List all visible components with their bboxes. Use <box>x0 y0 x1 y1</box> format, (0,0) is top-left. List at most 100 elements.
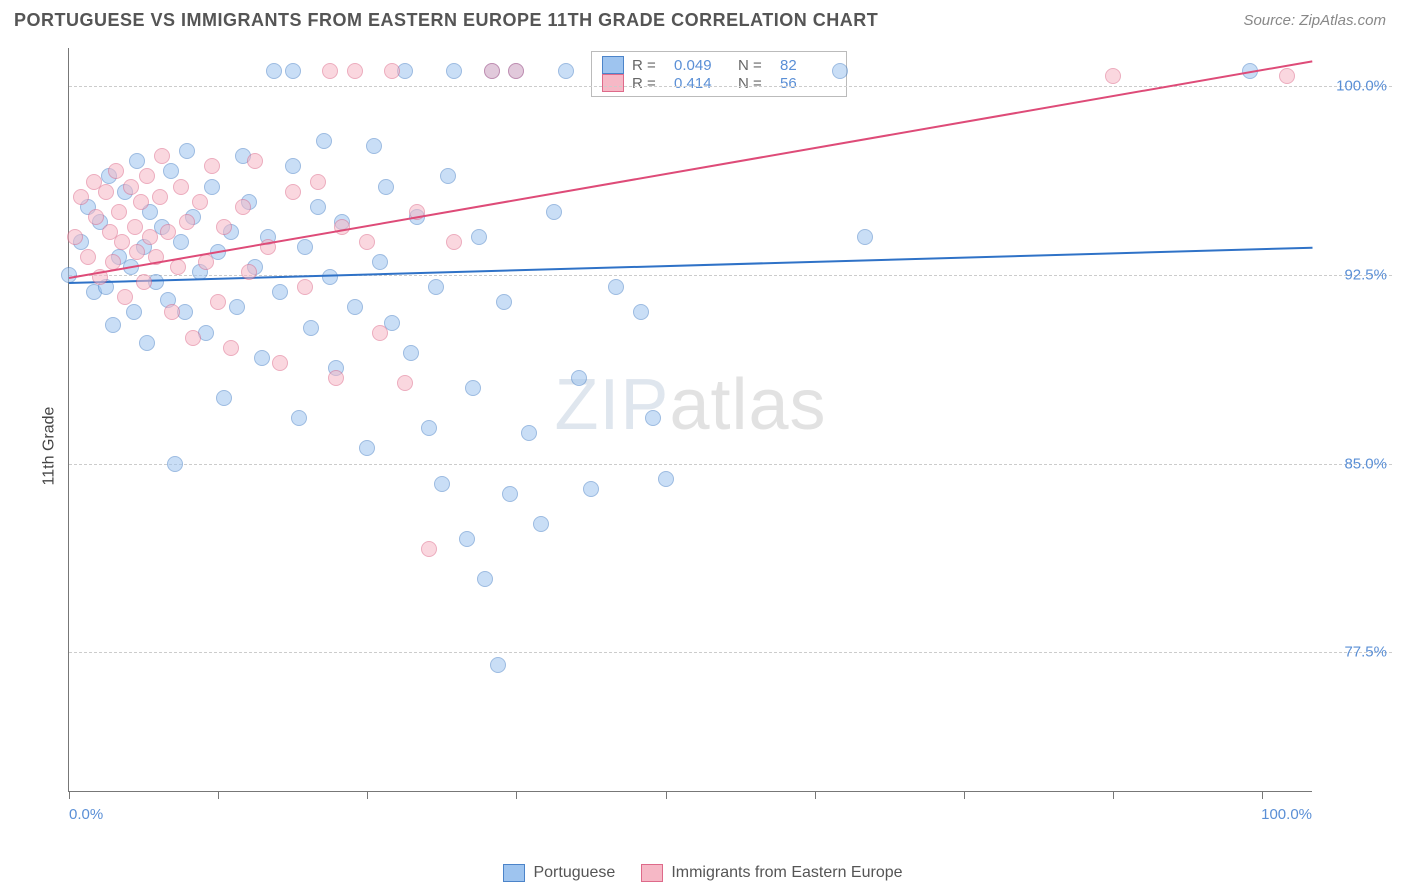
data-point <box>80 249 96 265</box>
data-point <box>434 476 450 492</box>
data-point <box>285 158 301 174</box>
data-point <box>832 63 848 79</box>
source-attribution: Source: ZipAtlas.com <box>1243 12 1386 29</box>
data-point <box>521 425 537 441</box>
data-point <box>502 486 518 502</box>
data-point <box>378 179 394 195</box>
data-point <box>471 229 487 245</box>
legend-swatch <box>602 56 624 74</box>
data-point <box>359 234 375 250</box>
data-point <box>403 345 419 361</box>
data-point <box>658 471 674 487</box>
data-point <box>185 330 201 346</box>
data-point <box>421 420 437 436</box>
data-point <box>105 317 121 333</box>
x-tick <box>218 791 219 799</box>
data-point <box>111 204 127 220</box>
data-point <box>1279 68 1295 84</box>
gridline <box>69 86 1392 87</box>
stat-label: R = <box>632 75 666 92</box>
data-point <box>61 267 77 283</box>
data-point <box>384 63 400 79</box>
data-point <box>117 289 133 305</box>
data-point <box>857 229 873 245</box>
data-point <box>179 214 195 230</box>
data-point <box>160 224 176 240</box>
x-tick <box>69 791 70 799</box>
data-point <box>170 259 186 275</box>
data-point <box>465 380 481 396</box>
legend-stat-row: R =0.414N =56 <box>602 74 836 92</box>
data-point <box>216 390 232 406</box>
data-point <box>359 440 375 456</box>
data-point <box>334 219 350 235</box>
data-point <box>446 234 462 250</box>
legend-series: PortugueseImmigrants from Eastern Europe <box>0 864 1406 882</box>
x-tick <box>516 791 517 799</box>
data-point <box>533 516 549 532</box>
data-point <box>254 350 270 366</box>
data-point <box>114 234 130 250</box>
plot-region: ZIPatlas R =0.049N =82R =0.414N =56 100.… <box>68 48 1312 792</box>
data-point <box>192 194 208 210</box>
data-point <box>179 143 195 159</box>
data-point <box>173 179 189 195</box>
legend-swatch <box>503 864 525 882</box>
legend-swatch <box>602 74 624 92</box>
data-point <box>266 63 282 79</box>
data-point <box>127 219 143 235</box>
data-point <box>139 168 155 184</box>
chart-title: PORTUGUESE VS IMMIGRANTS FROM EASTERN EU… <box>14 10 878 31</box>
data-point <box>223 340 239 356</box>
data-point <box>142 229 158 245</box>
data-point <box>272 355 288 371</box>
data-point <box>133 194 149 210</box>
legend-stats: R =0.049N =82R =0.414N =56 <box>591 51 847 97</box>
data-point <box>297 279 313 295</box>
data-point <box>558 63 574 79</box>
x-axis-label: 0.0% <box>69 806 103 823</box>
data-point <box>204 158 220 174</box>
data-point <box>583 481 599 497</box>
data-point <box>67 229 83 245</box>
gridline <box>69 464 1392 465</box>
data-point <box>126 304 142 320</box>
data-point <box>272 284 288 300</box>
data-point <box>139 335 155 351</box>
n-value: 56 <box>780 75 836 92</box>
data-point <box>440 168 456 184</box>
data-point <box>322 269 338 285</box>
watermark-thin: atlas <box>669 365 826 445</box>
data-point <box>328 370 344 386</box>
x-axis-label: 100.0% <box>1261 806 1312 823</box>
data-point <box>167 456 183 472</box>
stat-label: N = <box>738 57 772 74</box>
data-point <box>164 304 180 320</box>
y-tick-label: 100.0% <box>1336 77 1387 94</box>
y-tick-label: 77.5% <box>1344 644 1387 661</box>
data-point <box>123 179 139 195</box>
data-point <box>129 244 145 260</box>
y-tick-label: 85.0% <box>1344 455 1387 472</box>
data-point <box>645 410 661 426</box>
data-point <box>285 63 301 79</box>
legend-swatch <box>641 864 663 882</box>
data-point <box>608 279 624 295</box>
watermark: ZIPatlas <box>554 364 826 446</box>
header: PORTUGUESE VS IMMIGRANTS FROM EASTERN EU… <box>0 0 1406 39</box>
data-point <box>372 254 388 270</box>
x-tick <box>815 791 816 799</box>
data-point <box>297 239 313 255</box>
data-point <box>235 199 251 215</box>
legend-item: Immigrants from Eastern Europe <box>641 864 902 882</box>
r-value: 0.414 <box>674 75 730 92</box>
data-point <box>477 571 493 587</box>
data-point <box>229 299 245 315</box>
stat-label: R = <box>632 57 666 74</box>
data-point <box>129 153 145 169</box>
data-point <box>446 63 462 79</box>
data-point <box>73 189 89 205</box>
r-value: 0.049 <box>674 57 730 74</box>
data-point <box>421 541 437 557</box>
data-point <box>508 63 524 79</box>
